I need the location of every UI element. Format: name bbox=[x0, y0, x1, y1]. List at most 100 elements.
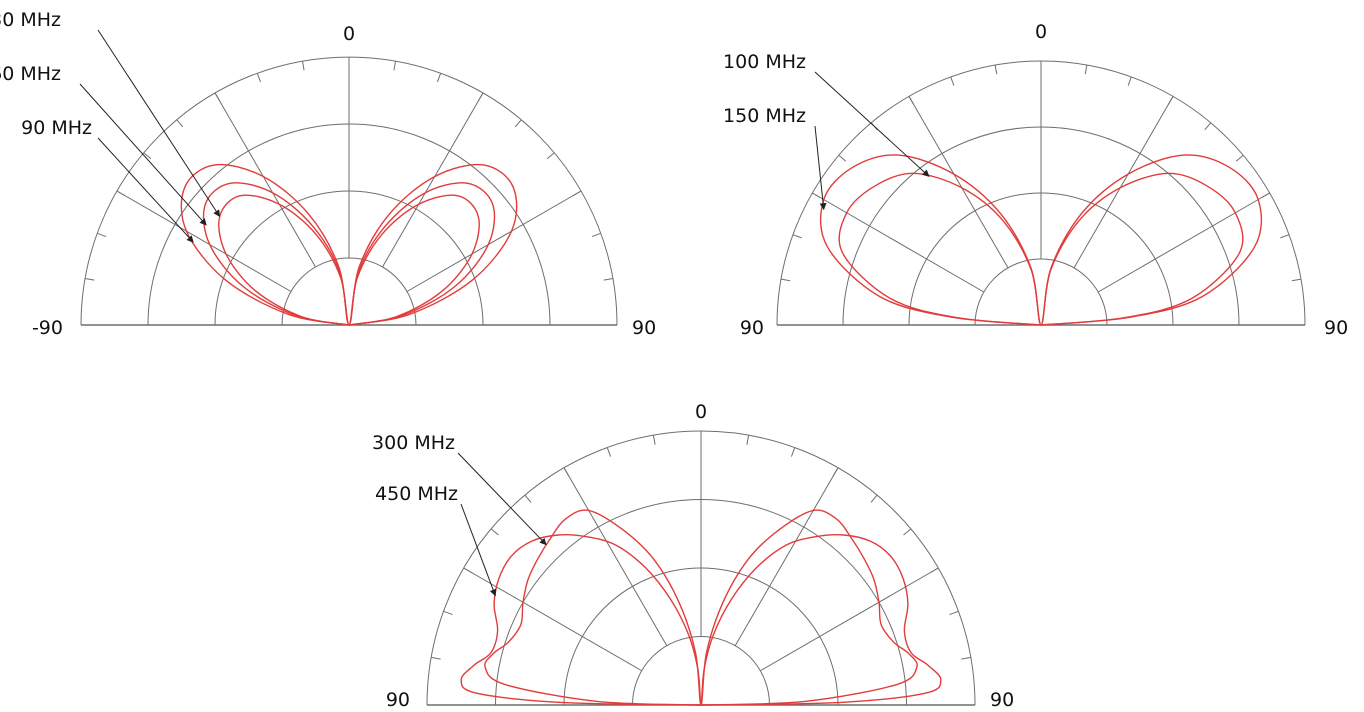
series-label-100mhz: 100 MHz bbox=[723, 51, 806, 73]
theta-label-right-2: 90 bbox=[1324, 317, 1348, 339]
grid-spoke bbox=[760, 567, 939, 672]
angle-tick bbox=[1167, 96, 1174, 105]
series-label-450mhz: 450 MHz bbox=[375, 483, 458, 505]
theta-label-left-2: 90 bbox=[740, 317, 764, 339]
annotation-arrow bbox=[97, 29, 221, 218]
annotation-arrow bbox=[97, 137, 194, 243]
grid-spoke bbox=[382, 92, 484, 268]
angle-tick bbox=[950, 76, 955, 86]
angle-tick bbox=[792, 234, 802, 239]
grid-ring bbox=[281, 257, 417, 326]
annotations-2 bbox=[814, 71, 930, 211]
angle-tick bbox=[96, 232, 107, 238]
angle-tick bbox=[1235, 154, 1244, 162]
curves-3 bbox=[460, 509, 942, 706]
angle-tick bbox=[1280, 234, 1290, 239]
angle-tick bbox=[838, 154, 847, 162]
curves-2 bbox=[819, 154, 1263, 326]
angle-tick bbox=[812, 192, 821, 199]
angle-tick bbox=[603, 277, 614, 281]
angle-tick bbox=[746, 435, 750, 445]
angle-tick bbox=[780, 278, 791, 282]
angle-tick bbox=[606, 447, 612, 457]
angle-tick bbox=[563, 467, 570, 477]
theta-label-top-1: 0 bbox=[343, 23, 355, 45]
polar-grid-1 bbox=[80, 56, 618, 326]
annotation-arrow bbox=[457, 452, 547, 546]
angle-tick bbox=[1291, 278, 1302, 282]
series-curve-90-mhz bbox=[180, 163, 518, 326]
angle-tick bbox=[1084, 64, 1088, 75]
annotation-arrow bbox=[79, 83, 207, 226]
grid-spoke bbox=[116, 190, 292, 292]
theta-label-top-2: 0 bbox=[1035, 21, 1047, 43]
grid-spoke bbox=[908, 96, 1009, 269]
angle-tick bbox=[301, 60, 305, 71]
angle-tick bbox=[436, 72, 442, 83]
annotations-3 bbox=[457, 452, 547, 597]
polar-chart-2: 90 0 90 100 MHz 150 MHz bbox=[723, 21, 1348, 339]
angle-tick bbox=[572, 190, 582, 197]
angle-tick bbox=[546, 152, 555, 160]
angle-tick bbox=[490, 528, 499, 536]
angle-tick bbox=[143, 152, 152, 160]
angle-tick bbox=[870, 494, 878, 503]
angle-tick bbox=[1204, 122, 1212, 131]
angle-tick bbox=[463, 567, 473, 574]
theta-label-left-1: -90 bbox=[32, 317, 63, 339]
angle-tick bbox=[176, 119, 184, 128]
grid-spoke bbox=[1097, 192, 1270, 293]
polar-grid-2 bbox=[776, 60, 1306, 326]
annotation-arrow bbox=[460, 503, 497, 597]
theta-label-right-1: 90 bbox=[632, 317, 656, 339]
angle-tick bbox=[903, 528, 912, 536]
grid-ring bbox=[974, 258, 1108, 326]
angle-tick bbox=[116, 190, 126, 197]
angle-tick bbox=[652, 435, 656, 445]
angle-tick bbox=[832, 467, 839, 477]
angle-tick bbox=[524, 494, 532, 503]
annotation-arrow bbox=[814, 125, 827, 211]
angle-tick bbox=[84, 277, 95, 281]
grid-spoke bbox=[734, 467, 839, 646]
grid-spoke bbox=[563, 467, 668, 646]
angle-tick bbox=[790, 447, 796, 457]
angle-tick bbox=[1261, 192, 1270, 199]
angle-tick bbox=[393, 60, 397, 71]
polar-chart-3: 90 0 90 300 MHz 450 MHz bbox=[372, 401, 1014, 711]
angle-tick bbox=[431, 656, 441, 660]
theta-label-left-3: 90 bbox=[386, 689, 410, 711]
polar-chart-1: -90 0 90 30 MHz 60 MHz 90 MHz bbox=[0, 9, 656, 339]
series-curve-150-mhz bbox=[819, 154, 1263, 326]
grid-spoke bbox=[812, 192, 985, 293]
angle-tick bbox=[443, 610, 453, 616]
theta-label-top-3: 0 bbox=[695, 401, 707, 423]
angle-tick bbox=[908, 96, 915, 105]
angle-tick bbox=[961, 656, 971, 660]
polar-grid-3 bbox=[426, 430, 976, 706]
angle-tick bbox=[1127, 76, 1132, 86]
series-label-30mhz: 30 MHz bbox=[0, 9, 61, 31]
theta-label-right-3: 90 bbox=[990, 689, 1014, 711]
angle-tick bbox=[949, 610, 959, 616]
annotations-1 bbox=[79, 29, 221, 243]
grid-spoke bbox=[214, 92, 316, 268]
series-curve-450-mhz bbox=[460, 534, 942, 706]
series-label-90mhz: 90 MHz bbox=[21, 117, 92, 139]
grid-ring bbox=[632, 636, 770, 706]
grid-spoke bbox=[406, 190, 582, 292]
annotation-arrow bbox=[814, 71, 930, 177]
angle-tick bbox=[477, 92, 484, 102]
series-label-60mhz: 60 MHz bbox=[0, 63, 61, 85]
grid-spoke bbox=[463, 567, 642, 672]
series-label-150mhz: 150 MHz bbox=[723, 105, 806, 127]
angle-tick bbox=[994, 64, 998, 75]
angle-tick bbox=[256, 72, 262, 83]
angle-tick bbox=[514, 119, 522, 128]
grid-spoke bbox=[1073, 96, 1174, 269]
curves-1 bbox=[180, 163, 518, 326]
angle-tick bbox=[214, 92, 221, 102]
angle-tick bbox=[929, 567, 939, 574]
series-label-300mhz: 300 MHz bbox=[372, 432, 455, 454]
